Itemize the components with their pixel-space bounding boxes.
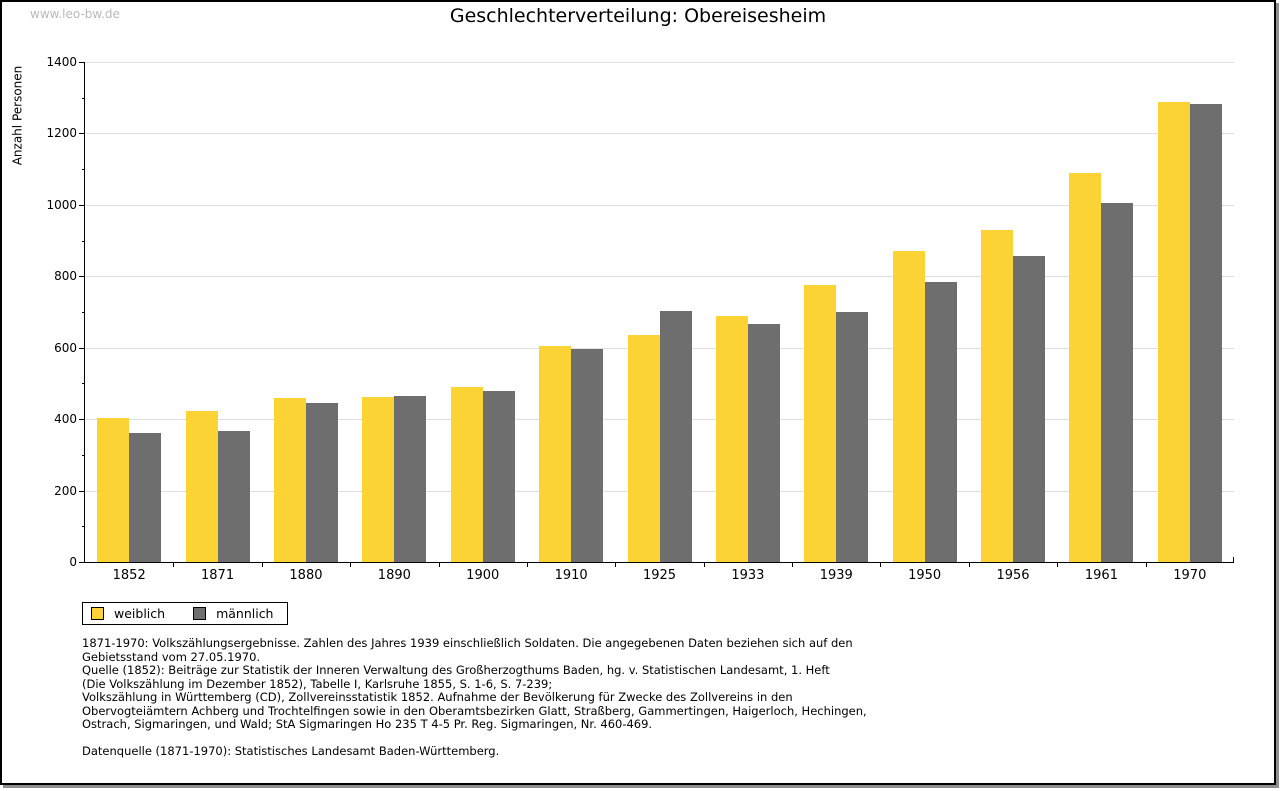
- y-tick-label: 1400: [46, 55, 77, 69]
- x-tick-label: 1880: [289, 568, 323, 583]
- y-tick-major: [79, 419, 85, 421]
- y-tick-major: [79, 62, 85, 63]
- footnote-line: (Die Volkszählung im Dezember 1852), Tab…: [82, 676, 553, 691]
- x-tick-label: 1925: [642, 568, 677, 583]
- x-tick: [880, 562, 882, 567]
- x-tick-label: 1910: [554, 568, 588, 583]
- y-tick-minor: [82, 240, 85, 242]
- footnote-line: Volkszählung in Württemberg (CD), Zollve…: [82, 690, 793, 704]
- x-tick-label: 1956: [996, 568, 1030, 583]
- y-tick-major: [79, 204, 85, 206]
- bar-weiblich-1925: [627, 335, 660, 562]
- bar-männlich-1970: [1189, 104, 1222, 562]
- datasource-line: Datenquelle (1871-1970): Statistisches L…: [82, 744, 500, 758]
- bar-männlich-1910: [571, 349, 604, 562]
- watermark: www.leo-bw.de: [30, 7, 120, 21]
- bar-weiblich-1970: [1157, 102, 1190, 562]
- gridline: [85, 276, 1234, 278]
- bar-männlich-1880: [305, 403, 338, 562]
- y-tick-major: [79, 133, 85, 135]
- y-tick-minor: [82, 526, 85, 528]
- x-tick-label: 1961: [1084, 568, 1118, 583]
- x-tick-label: 1900: [466, 568, 500, 583]
- bar-männlich-1871: [217, 431, 250, 562]
- gridline: [85, 62, 1234, 63]
- bar-männlich-1852: [129, 433, 162, 562]
- bar-männlich-1961: [1101, 203, 1134, 562]
- bar-weiblich-1950: [892, 251, 925, 562]
- footnote-line: Obervogteiämtern Achberg und Trochtelfin…: [82, 703, 867, 718]
- x-tick-label: 1933: [731, 568, 765, 583]
- bar-männlich-1956: [1013, 256, 1046, 562]
- x-tick: [173, 562, 175, 567]
- x-tick: [703, 562, 705, 567]
- x-tick-label: 1950: [908, 568, 942, 583]
- y-tick-label: 1200: [46, 126, 77, 141]
- x-tick-label: 1890: [377, 568, 411, 583]
- x-tick-label: 1871: [201, 568, 235, 583]
- footnote-line: Ostrach, Sigmaringen, und Wald; StA Sigm…: [82, 717, 653, 731]
- bar-männlich-1933: [747, 324, 780, 562]
- x-tick: [350, 562, 352, 567]
- bar-weiblich-1961: [1069, 173, 1102, 562]
- y-tick-label: 800: [54, 269, 77, 284]
- x-tick: [1057, 562, 1059, 567]
- legend-item-maennlich: männlich: [193, 606, 273, 621]
- bar-männlich-1950: [924, 282, 957, 562]
- footnotes-block: 1871-1970: Volkszählungsergebnisse. Zahl…: [82, 636, 1242, 732]
- bar-weiblich-1900: [450, 387, 483, 562]
- bar-weiblich-1890: [362, 397, 395, 562]
- y-tick-major: [79, 490, 85, 492]
- bar-weiblich-1933: [715, 316, 748, 562]
- bar-männlich-1939: [836, 312, 869, 562]
- x-tick-end: [1233, 557, 1234, 562]
- y-tick-label: 400: [54, 412, 77, 427]
- y-tick-label: 1000: [46, 197, 77, 212]
- y-tick-minor: [82, 454, 85, 456]
- x-tick: [261, 562, 263, 567]
- bar-weiblich-1939: [804, 285, 837, 562]
- x-tick: [526, 562, 528, 567]
- footnote-line: Quelle (1852): Beiträge zur Statistik de…: [82, 663, 830, 677]
- bar-weiblich-1871: [185, 411, 218, 562]
- gridline: [85, 133, 1234, 135]
- footnote-line: 1871-1970: Volkszählungsergebnisse. Zahl…: [82, 636, 853, 650]
- legend-swatch-maennlich: [193, 607, 207, 620]
- bar-weiblich-1910: [539, 346, 572, 562]
- x-tick-label: 1852: [112, 568, 146, 583]
- x-tick-label: 1939: [819, 568, 853, 583]
- legend-label-weiblich: weiblich: [114, 606, 166, 621]
- plot-area: 0 200 400 600 800 1000 1200 1400 1852 1871 1880 189…: [46, 55, 1234, 583]
- y-tick-major: [79, 562, 85, 563]
- y-tick-label: 0: [69, 555, 77, 569]
- x-tick: [438, 562, 440, 567]
- bar-weiblich-1880: [273, 398, 306, 562]
- y-tick-minor: [82, 383, 85, 385]
- y-tick-minor: [82, 169, 85, 171]
- x-tick: [615, 562, 617, 567]
- bar-männlich-1925: [659, 311, 692, 562]
- bar-weiblich-1956: [981, 230, 1014, 562]
- legend-item-weiblich: weiblich: [91, 606, 165, 621]
- y-tick-label: 600: [54, 340, 77, 355]
- bar-männlich-1890: [394, 396, 427, 562]
- x-tick: [968, 562, 970, 567]
- y-tick-major: [79, 276, 85, 278]
- bar-weiblich-1852: [97, 418, 130, 562]
- gridline: [85, 204, 1234, 206]
- page-title: Geschlechterverteilung: Obereisesheim: [449, 5, 827, 27]
- x-tick: [1145, 562, 1147, 567]
- footnote-line: Gebietsstand vom 27.05.1970.: [82, 649, 261, 664]
- y-tick-minor: [82, 97, 85, 99]
- legend: weiblich männlich: [82, 602, 289, 625]
- bar-männlich-1900: [482, 391, 515, 562]
- legend-swatch-weiblich: [91, 607, 104, 620]
- legend-label-maennlich: männlich: [216, 606, 274, 621]
- y-tick-major: [79, 347, 85, 349]
- x-tick: [792, 562, 794, 567]
- x-tick-label: 1970: [1173, 568, 1207, 583]
- y-tick-label: 200: [54, 483, 77, 498]
- y-tick-minor: [82, 312, 85, 313]
